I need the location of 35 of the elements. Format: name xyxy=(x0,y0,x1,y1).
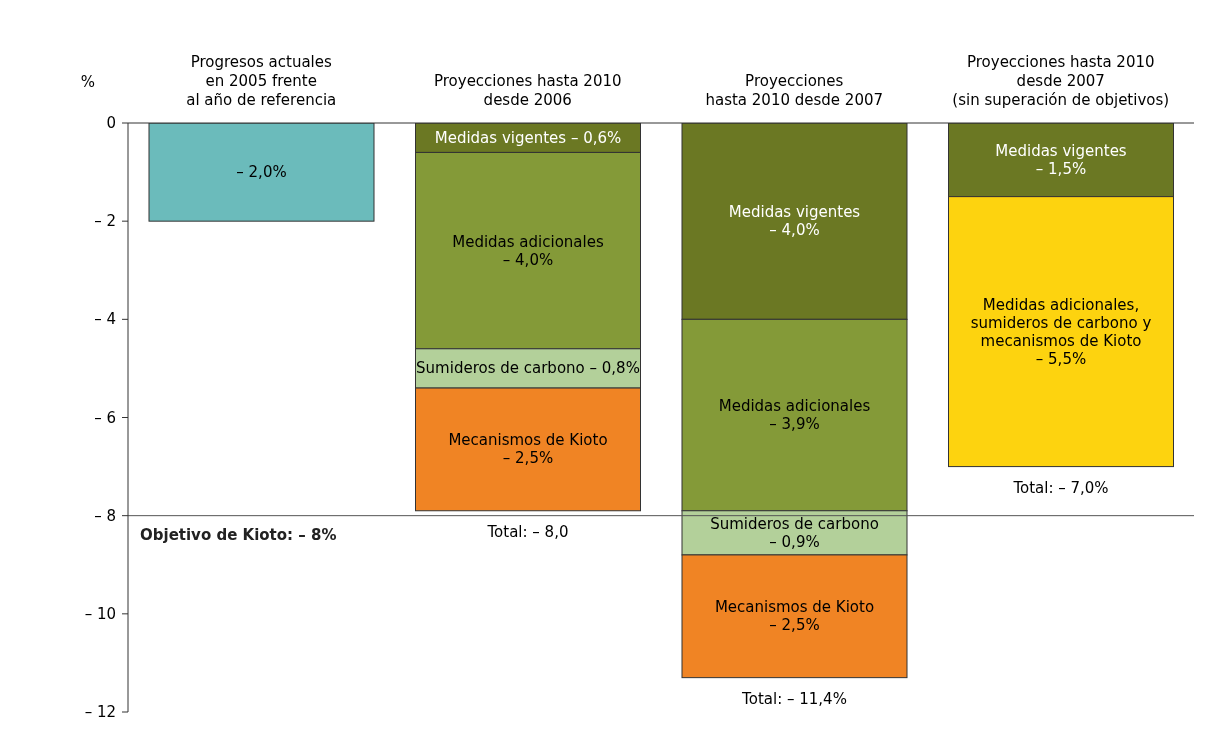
y-tick-label: – 8 xyxy=(94,506,116,525)
x-tick-label: Proyecciones hasta 2010 desde 2006 xyxy=(433,72,622,109)
total-label: Total: – 8,0 xyxy=(486,522,569,541)
data-label: – 4,0% xyxy=(769,221,820,240)
y-tick-label: – 4 xyxy=(94,310,116,329)
series-label: Medidas vigentes xyxy=(995,141,1127,160)
ref-line-label: Objetivo de Kioto: – 8% xyxy=(140,525,337,544)
series-label: Sumideros de carbono xyxy=(710,514,879,533)
text: Mecanismos de Kioto xyxy=(714,598,875,617)
y-tick-label: – 2 xyxy=(94,212,116,231)
total-label: Total: – 7,0% xyxy=(1012,478,1109,497)
data-label: – 3,9% xyxy=(769,415,820,434)
y-tick-label: – 6 xyxy=(94,408,116,427)
y-tick-label: – 12 xyxy=(84,703,116,721)
series-label: Medidas adicionales, sumideros de carbono y mecanismos de Kioto xyxy=(970,295,1152,350)
y-tick-label: 0 xyxy=(106,114,116,132)
data-label: – 0,9% xyxy=(769,532,820,551)
data-label: – 1,5% xyxy=(1035,159,1087,178)
series-label: Mecanismos de Kioto xyxy=(448,431,608,450)
data-label: – 2,5% xyxy=(769,616,820,635)
x-tick-label: Proyecciones hasta 2010 desde 2007 (sin superación de objetivos) xyxy=(952,53,1170,109)
text: Medidas adicionales xyxy=(718,397,871,416)
y-tick-label: – 10 xyxy=(84,604,116,623)
data-label: – 2,5% xyxy=(502,449,554,468)
total-label: Total: – 11,4% xyxy=(741,689,847,708)
data-label: – 2,0% xyxy=(236,163,287,182)
series-label: Medidas adicionales xyxy=(452,232,604,251)
y-axis-title: % xyxy=(80,73,96,91)
data-label: – 5,5% xyxy=(1035,349,1087,368)
x-tick-label: Proyecciones hasta 2010 desde 2007 xyxy=(705,72,884,109)
data-label: – 4,0% xyxy=(502,250,554,269)
text: Medidas vigentes xyxy=(728,203,861,222)
text: Medidas vigentes – 0,6% xyxy=(434,128,622,147)
x-tick-label: Progresos actuales en 2005 frente al año de referencia xyxy=(186,53,337,109)
text: Sumideros de carbono – 0,8% xyxy=(416,359,640,378)
